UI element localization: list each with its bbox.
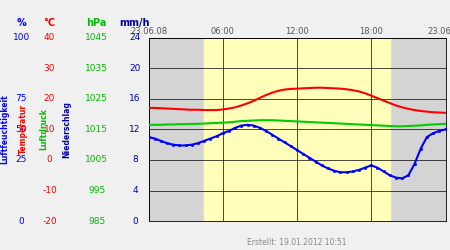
Text: Luftfeuchtigkeit: Luftfeuchtigkeit — [0, 94, 9, 164]
Text: Niederschlag: Niederschlag — [62, 101, 71, 158]
Text: 1035: 1035 — [85, 64, 108, 72]
Text: Erstellt: 19.01.2012 10:51: Erstellt: 19.01.2012 10:51 — [247, 238, 347, 247]
Text: hPa: hPa — [86, 18, 107, 28]
Text: 30: 30 — [44, 64, 55, 72]
Text: 50: 50 — [15, 125, 27, 134]
Text: Luftdruck: Luftdruck — [40, 108, 49, 150]
Text: °C: °C — [44, 18, 55, 28]
Text: 1025: 1025 — [86, 94, 108, 103]
Text: 75: 75 — [15, 94, 27, 103]
Text: 16: 16 — [129, 94, 141, 103]
Text: 20: 20 — [129, 64, 141, 72]
Text: 10: 10 — [44, 125, 55, 134]
Text: 40: 40 — [44, 33, 55, 42]
Text: 4: 4 — [132, 186, 138, 195]
Text: 20: 20 — [44, 94, 55, 103]
Text: 985: 985 — [88, 217, 105, 226]
Text: 100: 100 — [13, 33, 30, 42]
Text: %: % — [16, 18, 26, 28]
Text: 0: 0 — [132, 217, 138, 226]
Text: 1045: 1045 — [86, 33, 108, 42]
Text: 24: 24 — [130, 33, 140, 42]
Text: 0: 0 — [47, 156, 52, 164]
Text: -10: -10 — [42, 186, 57, 195]
Text: 12: 12 — [129, 125, 141, 134]
Text: 995: 995 — [88, 186, 105, 195]
Text: mm/h: mm/h — [120, 18, 150, 28]
Text: Temperatur: Temperatur — [19, 104, 28, 154]
Text: 1005: 1005 — [85, 156, 108, 164]
Text: 0: 0 — [18, 217, 24, 226]
Text: 25: 25 — [15, 156, 27, 164]
Bar — [204, 38, 390, 221]
Text: 1015: 1015 — [85, 125, 108, 134]
Text: -20: -20 — [42, 217, 57, 226]
Text: 8: 8 — [132, 156, 138, 164]
